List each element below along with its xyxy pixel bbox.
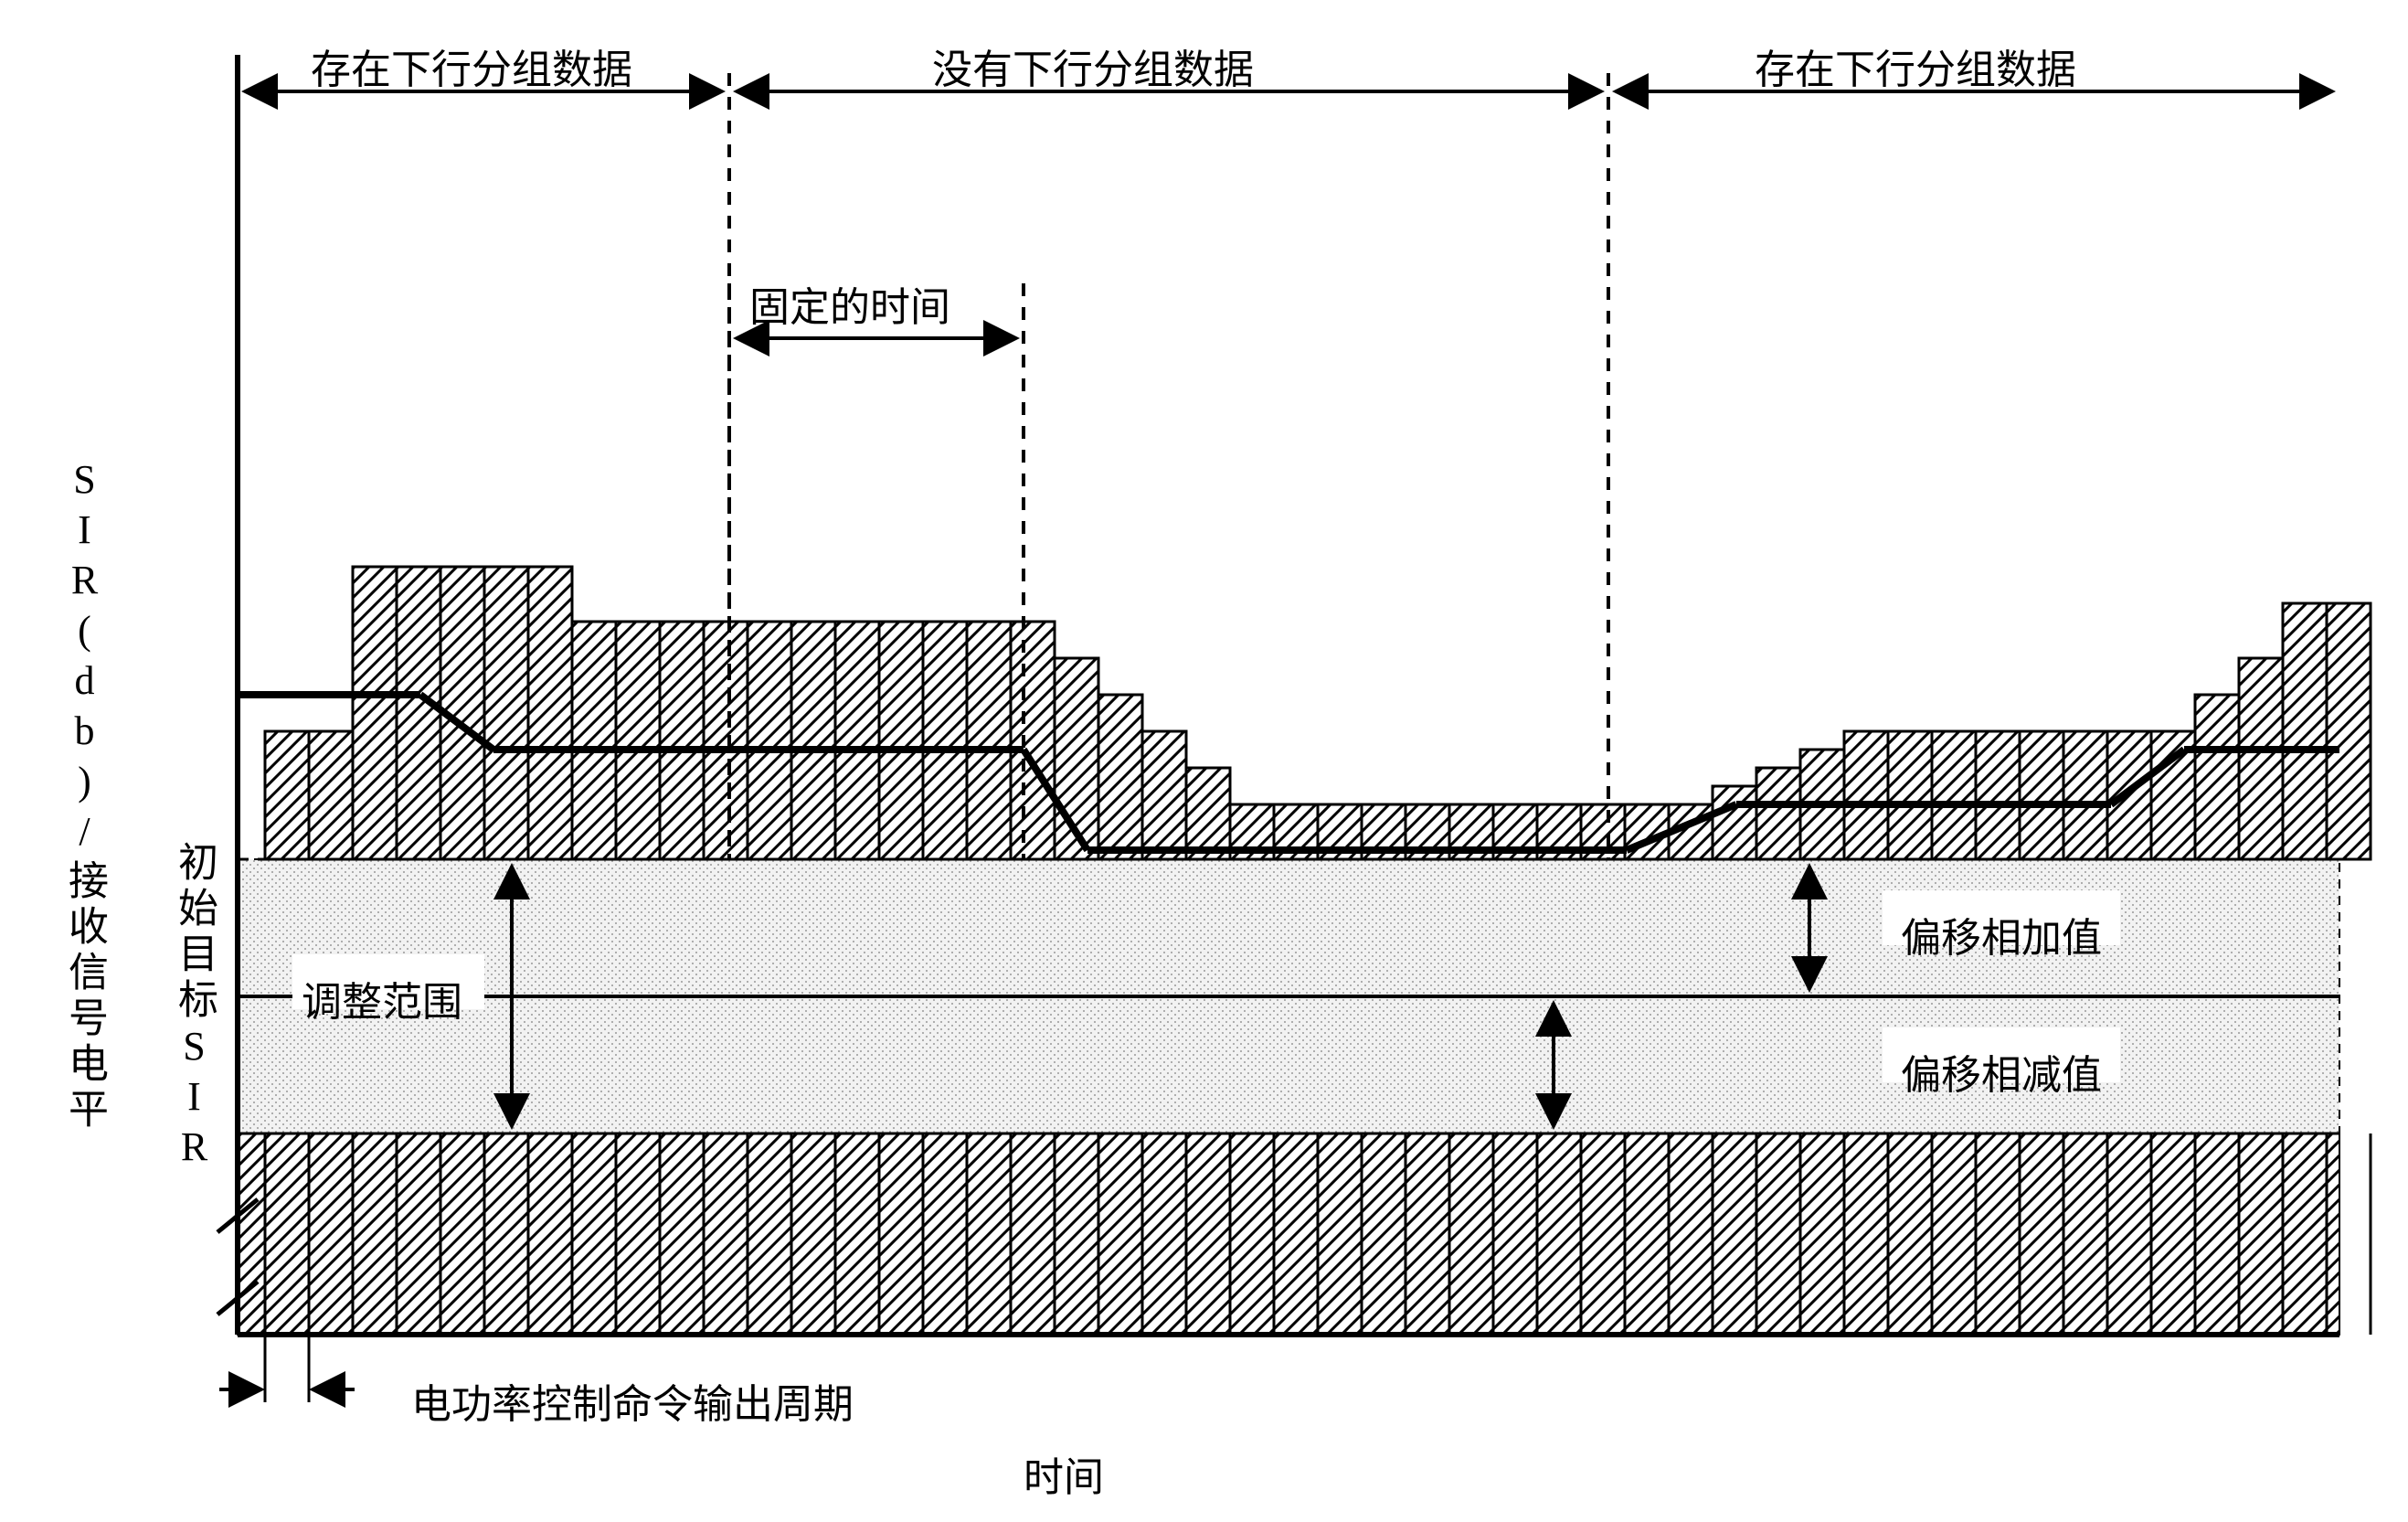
diagram-canvas: SIR(db)/接收信号电平 初始目标SIR 存在下行分组数据 没有下行分组数据… xyxy=(0,0,2408,1522)
region-label-none: 没有下行分组数据 xyxy=(932,37,1254,95)
label-offset-add: 偏移相加值 xyxy=(1901,905,2102,963)
label-adjust-range: 调整范围 xyxy=(302,969,462,1027)
label-fixed-time: 固定的时间 xyxy=(749,274,950,333)
y-axis-label-main: SIR(db)/接收信号电平 xyxy=(55,457,113,1134)
y-axis-label-initial-sir: 初始目标SIR xyxy=(164,841,223,1175)
region-label-exists-2: 存在下行分组数据 xyxy=(1755,37,2076,95)
region-label-exists-1: 存在下行分组数据 xyxy=(311,37,632,95)
label-power-period: 电功率控制命令输出周期 xyxy=(411,1371,854,1430)
label-offset-sub: 偏移相减值 xyxy=(1901,1042,2102,1101)
x-axis-label: 时间 xyxy=(1024,1444,1104,1503)
chart-svg xyxy=(0,0,2408,1522)
